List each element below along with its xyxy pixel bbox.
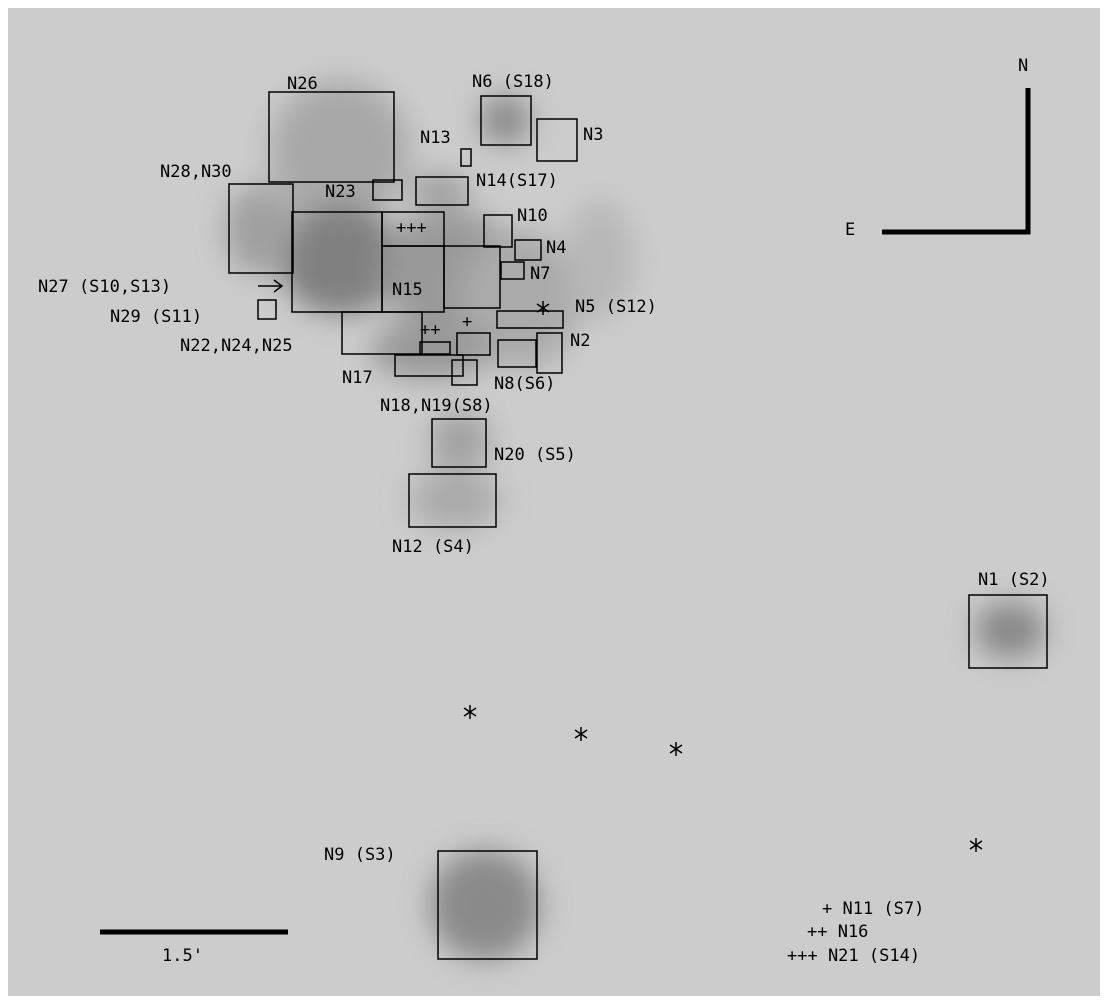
region-label: N26	[287, 74, 318, 94]
region-label: N22,N24,N25	[180, 336, 293, 356]
emission	[225, 80, 1045, 960]
region-label: N27 (S10,S13)	[38, 277, 171, 297]
region-label: N28,N30	[160, 162, 232, 182]
region-label: N18,N19(S8)	[380, 396, 493, 416]
region-label: N3	[583, 125, 603, 145]
region-label: N7	[530, 264, 550, 284]
legend-entry: +++ N21 (S14)	[787, 946, 920, 966]
compass-east: E	[845, 220, 855, 240]
compass-north: N	[1018, 56, 1028, 76]
marker-label: ++	[420, 320, 440, 340]
region-label: N15	[392, 280, 423, 300]
region-label: N17	[342, 368, 373, 388]
region-label: N2	[570, 331, 590, 351]
region-label: N12 (S4)	[392, 537, 474, 557]
compass	[882, 88, 1031, 235]
scale-label: 1.5'	[162, 946, 203, 966]
region-label: N1 (S2)	[978, 570, 1050, 590]
region-label: N29 (S11)	[110, 307, 202, 327]
image-background	[8, 8, 1100, 996]
legend-entry: + N11 (S7)	[822, 899, 924, 919]
region-label: N4	[546, 238, 566, 258]
legend-entry: ++ N16	[807, 922, 868, 942]
region-label: N6 (S18)	[472, 72, 554, 92]
region-label: N23	[325, 182, 356, 202]
stars	[463, 301, 983, 852]
region-label: N5 (S12)	[575, 297, 657, 317]
marker-label: +++	[396, 218, 427, 238]
region-label: N9 (S3)	[324, 845, 396, 865]
region-label: N10	[517, 206, 548, 226]
marker-label: +	[462, 312, 472, 332]
region-label: N13	[420, 128, 451, 148]
region-label: N14(S17)	[476, 171, 558, 191]
region-label: N8(S6)	[494, 374, 555, 394]
region-label: N20 (S5)	[494, 445, 576, 465]
arrow	[258, 279, 284, 293]
region-boxes	[228, 91, 1048, 960]
